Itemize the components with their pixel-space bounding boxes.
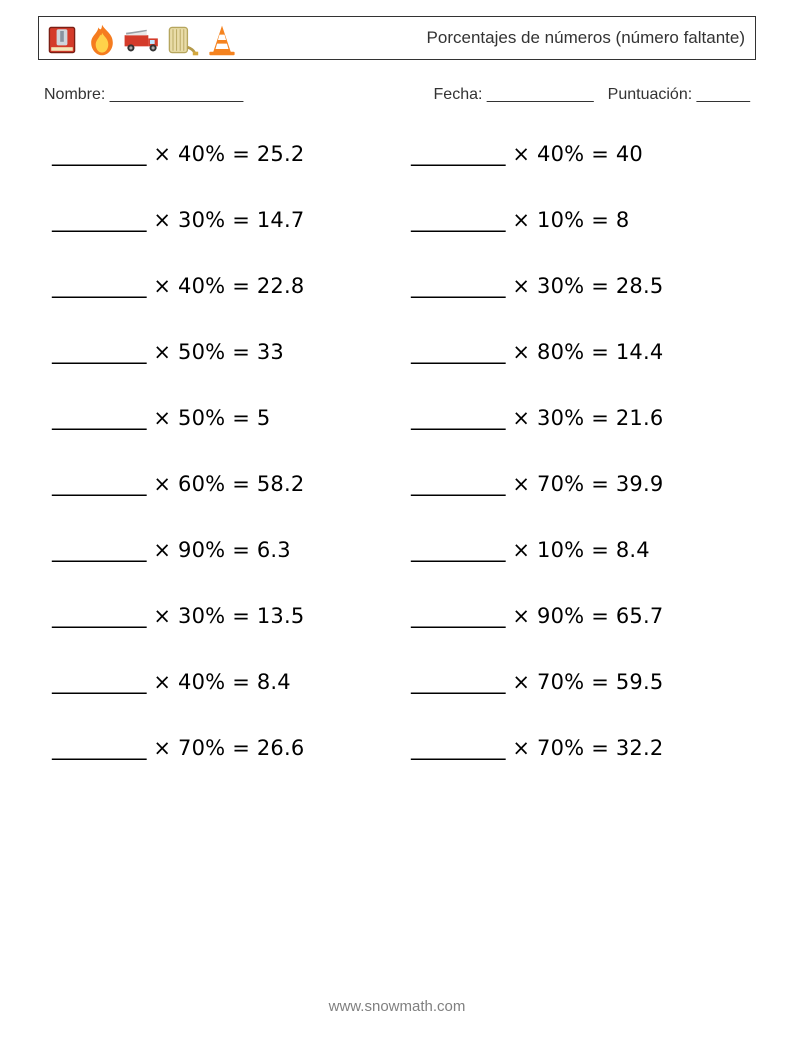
answer-blank[interactable]: _________	[52, 604, 147, 628]
answer-blank[interactable]: _________	[52, 670, 147, 694]
answer-blank[interactable]: _________	[411, 472, 506, 496]
worksheet-page: Porcentajes de números (número faltante)…	[0, 0, 794, 1053]
answer-blank[interactable]: _________	[52, 472, 147, 496]
answer-blank[interactable]: _________	[411, 406, 506, 430]
problem-item: _________ × 30% = 21.6	[411, 406, 752, 430]
fire-hose-icon	[163, 21, 201, 59]
fire-icon	[83, 21, 121, 59]
answer-blank[interactable]: _________	[411, 208, 506, 232]
problem-item: _________ × 70% = 26.6	[52, 736, 393, 760]
problem-item: _________ × 70% = 39.9	[411, 472, 752, 496]
answer-blank[interactable]: _________	[52, 538, 147, 562]
score-field-label: Puntuación: ______	[608, 86, 750, 104]
traffic-cone-icon	[203, 21, 241, 59]
answer-blank[interactable]: _________	[411, 670, 506, 694]
worksheet-title: Porcentajes de números (número faltante)	[427, 28, 745, 48]
info-right: Fecha: ____________ Puntuación: ______	[434, 86, 750, 104]
header-box: Porcentajes de números (número faltante)	[38, 16, 756, 60]
answer-blank[interactable]: _________	[411, 604, 506, 628]
problem-item: _________ × 30% = 13.5	[52, 604, 393, 628]
answer-blank[interactable]: _________	[411, 340, 506, 364]
answer-blank[interactable]: _________	[411, 538, 506, 562]
problem-item: _________ × 40% = 25.2	[52, 142, 393, 166]
answer-blank[interactable]: _________	[411, 142, 506, 166]
problem-item: _________ × 60% = 58.2	[52, 472, 393, 496]
problem-item: _________ × 10% = 8	[411, 208, 752, 232]
problem-item: _________ × 50% = 5	[52, 406, 393, 430]
problem-item: _________ × 90% = 6.3	[52, 538, 393, 562]
date-field-label: Fecha: ____________	[434, 86, 594, 104]
answer-blank[interactable]: _________	[52, 208, 147, 232]
answer-blank[interactable]: _________	[411, 736, 506, 760]
problem-item: _________ × 30% = 14.7	[52, 208, 393, 232]
problem-item: _________ × 40% = 40	[411, 142, 752, 166]
problem-item: _________ × 70% = 59.5	[411, 670, 752, 694]
problems-grid: _________ × 40% = 25.2 _________ × 40% = …	[52, 142, 752, 760]
problem-item: _________ × 10% = 8.4	[411, 538, 752, 562]
answer-blank[interactable]: _________	[52, 340, 147, 364]
problem-item: _________ × 90% = 65.7	[411, 604, 752, 628]
header-icons	[43, 17, 241, 59]
footer-url: www.snowmath.com	[0, 998, 794, 1015]
problem-item: _________ × 40% = 8.4	[52, 670, 393, 694]
answer-blank[interactable]: _________	[52, 274, 147, 298]
info-row: Nombre: _______________ Fecha: _________…	[44, 86, 750, 104]
name-field-label: Nombre: _______________	[44, 86, 243, 104]
problem-item: _________ × 80% = 14.4	[411, 340, 752, 364]
problem-item: _________ × 30% = 28.5	[411, 274, 752, 298]
fire-truck-icon	[123, 21, 161, 59]
answer-blank[interactable]: _________	[52, 406, 147, 430]
answer-blank[interactable]: _________	[411, 274, 506, 298]
problem-item: _________ × 50% = 33	[52, 340, 393, 364]
problem-item: _________ × 40% = 22.8	[52, 274, 393, 298]
problem-item: _________ × 70% = 32.2	[411, 736, 752, 760]
fire-alarm-icon	[43, 21, 81, 59]
answer-blank[interactable]: _________	[52, 142, 147, 166]
answer-blank[interactable]: _________	[52, 736, 147, 760]
